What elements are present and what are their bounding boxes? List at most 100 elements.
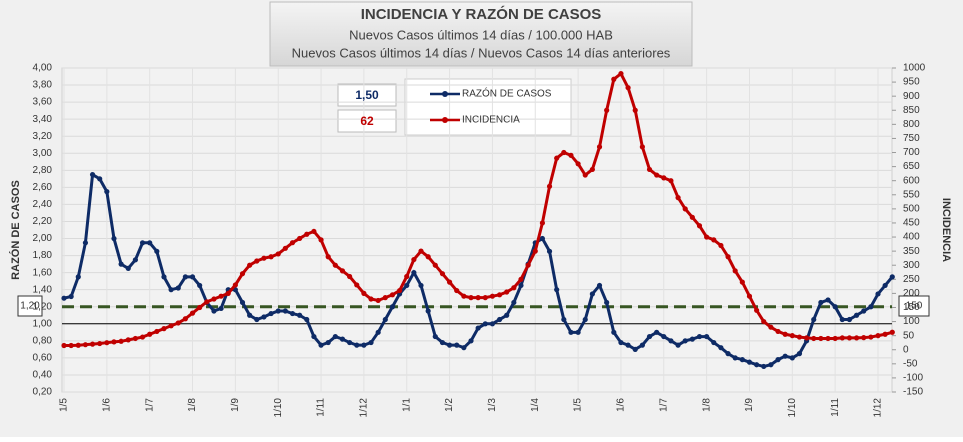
point	[539, 235, 546, 242]
point	[354, 282, 360, 288]
point	[147, 331, 153, 337]
point	[282, 308, 288, 314]
point	[261, 255, 267, 261]
point	[389, 292, 396, 298]
point	[375, 329, 381, 335]
point	[789, 355, 795, 361]
point	[354, 342, 360, 348]
point	[796, 351, 803, 357]
point	[232, 282, 238, 288]
point	[182, 316, 188, 322]
point	[875, 333, 881, 339]
point	[739, 279, 745, 285]
point	[389, 304, 396, 310]
point	[561, 316, 567, 323]
legend-swatch	[442, 91, 448, 97]
point	[839, 335, 845, 341]
point	[639, 144, 645, 150]
point	[575, 161, 581, 167]
y2-tick-label: -100	[903, 373, 923, 384]
point	[754, 362, 760, 368]
point	[432, 333, 438, 340]
x-tick-label: 1/10	[787, 398, 798, 418]
y2-tick-label: 950	[903, 77, 920, 88]
x-tick-label: 1/12	[359, 398, 370, 418]
y-tick-label: 2,00	[33, 233, 53, 244]
point	[347, 339, 353, 346]
point	[811, 335, 817, 342]
x-tick-label: 1/8	[701, 398, 712, 412]
point	[768, 324, 774, 330]
point	[468, 295, 474, 301]
point	[803, 335, 810, 341]
point	[61, 342, 67, 349]
y2-tick-label: 200	[903, 288, 920, 299]
point	[504, 312, 510, 318]
point	[889, 274, 895, 280]
point	[689, 214, 695, 220]
point	[461, 293, 467, 299]
point	[475, 295, 481, 301]
point	[789, 333, 795, 339]
point	[554, 287, 560, 293]
y-tick-label: 0,40	[33, 370, 53, 381]
point	[125, 265, 131, 271]
point	[818, 299, 824, 306]
point	[761, 363, 767, 370]
point	[261, 314, 267, 320]
y2-tick-label: 150	[903, 302, 920, 313]
point	[746, 293, 753, 299]
point	[418, 282, 424, 289]
x-tick-label: 1/11	[316, 398, 327, 417]
point	[496, 316, 503, 323]
point	[411, 270, 417, 276]
point	[418, 248, 424, 254]
point	[718, 345, 724, 351]
point	[632, 346, 638, 352]
point	[147, 240, 153, 246]
point	[632, 107, 638, 113]
point	[604, 299, 610, 306]
y-tick-label: 1,20	[33, 301, 53, 312]
point	[568, 152, 574, 158]
point	[725, 254, 731, 260]
x-tick-label: 1/5	[59, 398, 70, 412]
point	[168, 323, 174, 329]
threshold-label: 1,20	[20, 301, 40, 312]
point	[696, 223, 703, 229]
point	[704, 333, 710, 340]
point	[154, 248, 160, 254]
y2-tick-label: 400	[903, 232, 920, 243]
point	[811, 316, 817, 323]
x-tick-label: 1/2	[444, 398, 455, 412]
point	[825, 297, 831, 303]
point	[175, 320, 181, 326]
point	[511, 299, 517, 306]
x-tick-label: 1/9	[744, 398, 755, 412]
point	[311, 228, 317, 235]
point	[254, 316, 260, 323]
point	[782, 331, 788, 337]
point	[118, 261, 124, 267]
point	[504, 289, 510, 295]
point	[596, 144, 603, 150]
point	[311, 333, 317, 340]
y-tick-label: 2,60	[33, 182, 53, 193]
point	[761, 318, 767, 325]
x-tick-label: 1/9	[230, 398, 241, 412]
point	[539, 220, 546, 226]
point	[75, 342, 81, 348]
point	[139, 334, 146, 340]
point	[839, 316, 845, 323]
point	[675, 195, 681, 201]
point	[446, 279, 453, 285]
point	[846, 316, 853, 323]
y-tick-label: 3,20	[33, 131, 53, 142]
point	[197, 282, 203, 289]
point	[197, 304, 203, 311]
y-axis-title: RAZÓN DE CASOS	[9, 180, 22, 280]
y-tick-label: 3,80	[33, 80, 53, 91]
point	[696, 333, 703, 340]
point	[482, 321, 488, 327]
